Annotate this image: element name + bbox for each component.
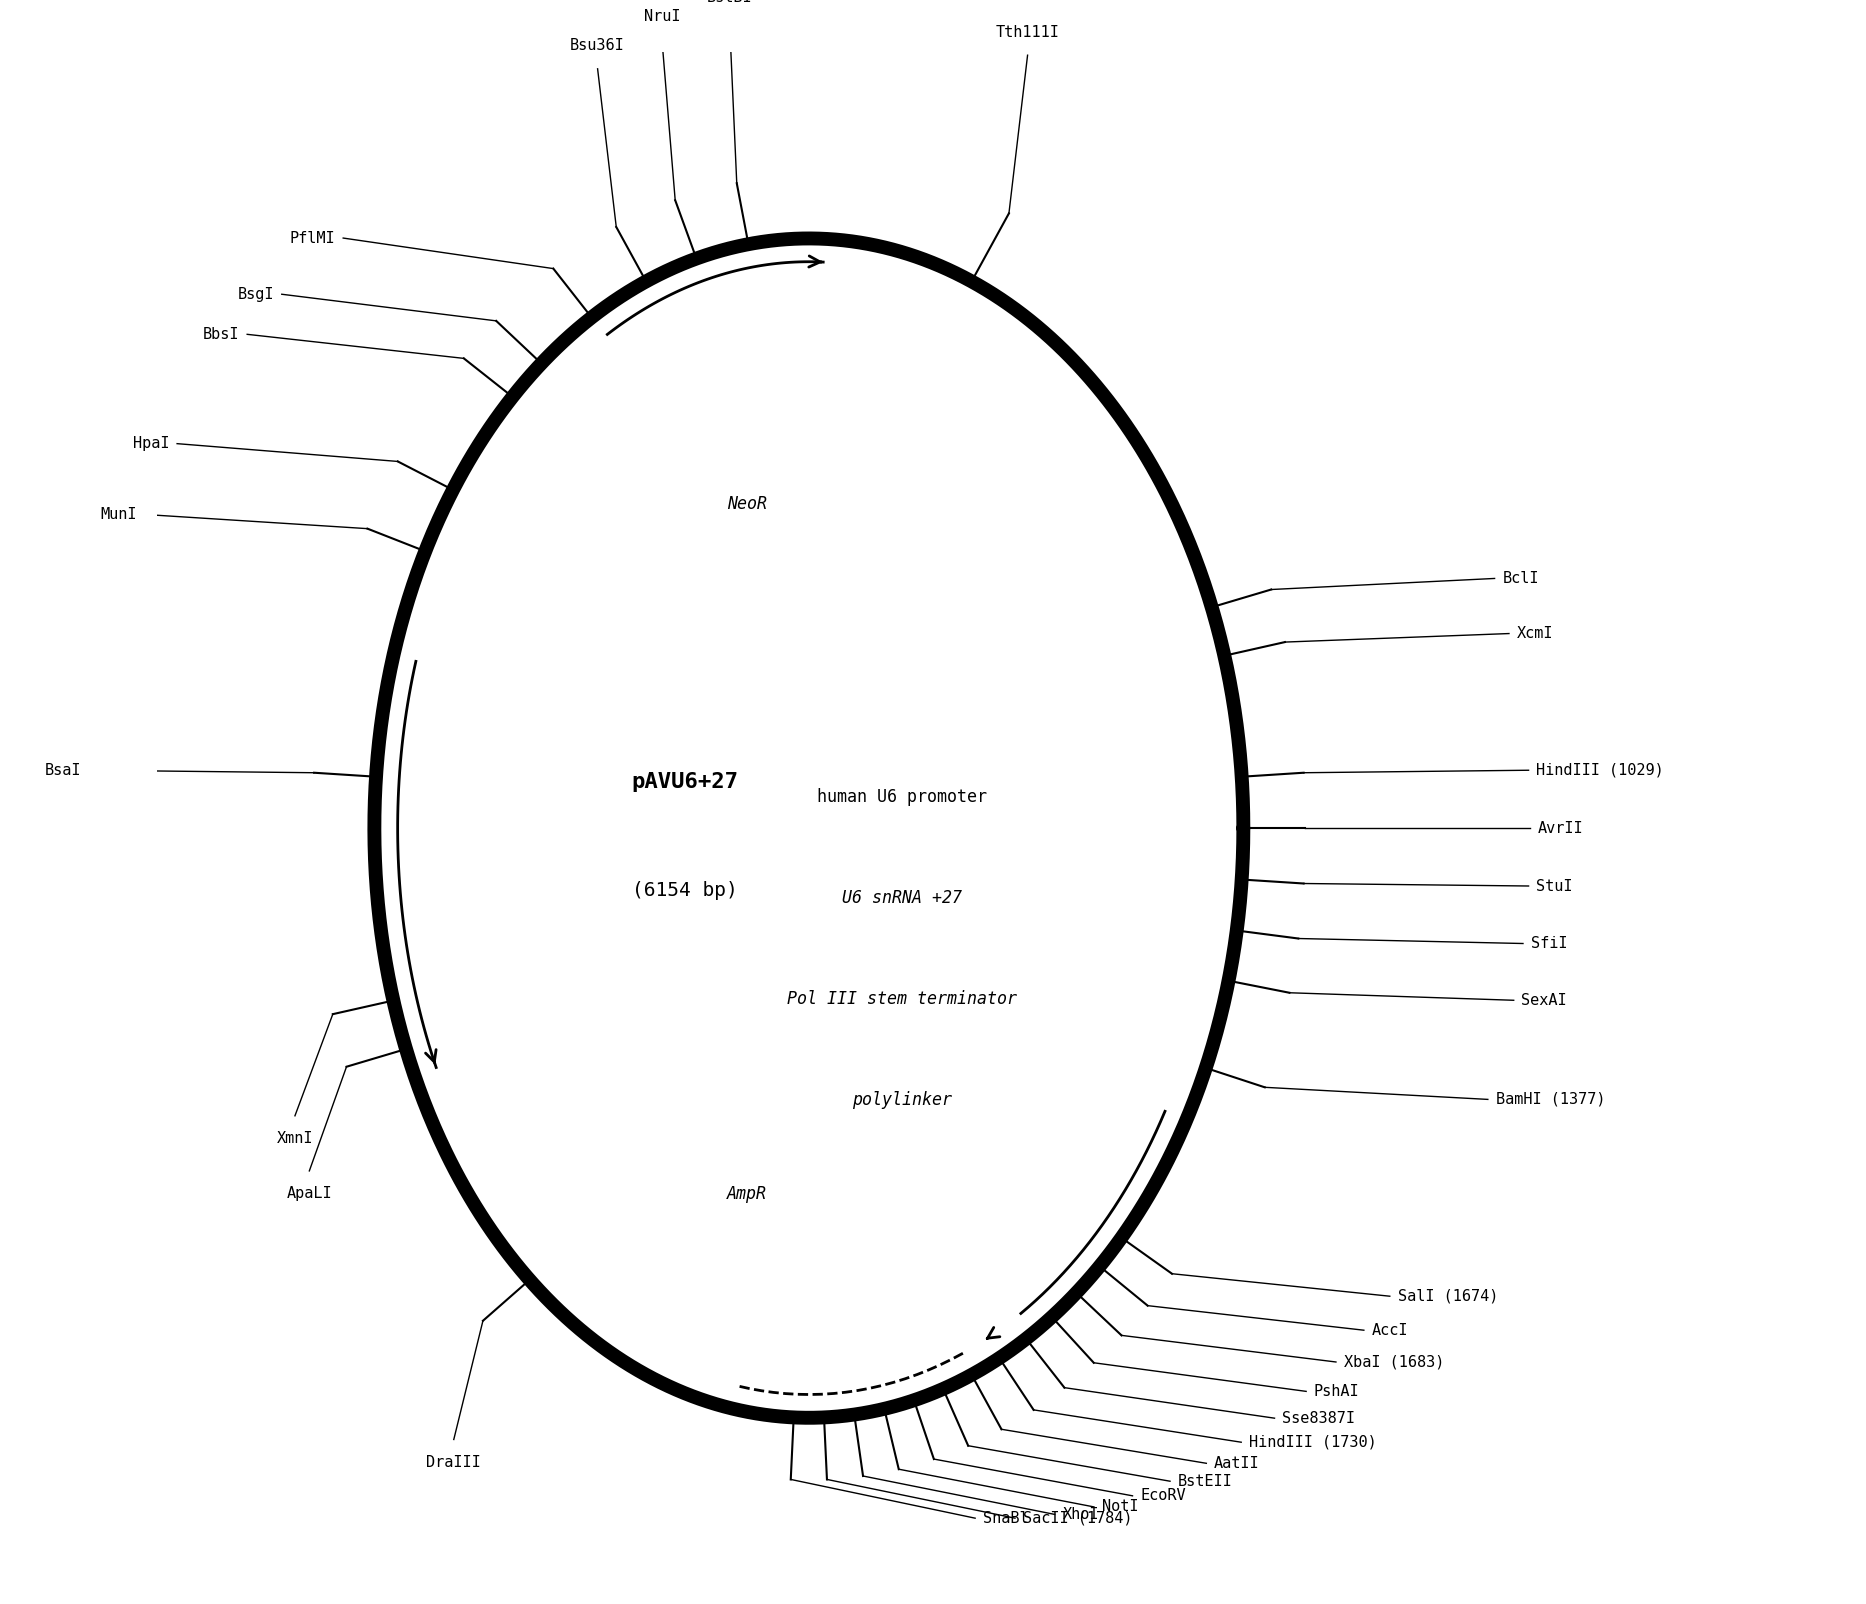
- Text: human U6 promoter: human U6 promoter: [817, 788, 987, 807]
- Text: XhoI: XhoI: [1062, 1506, 1099, 1522]
- Text: HindIII (1029): HindIII (1029): [1536, 764, 1664, 778]
- Text: SnaBl: SnaBl: [983, 1511, 1028, 1525]
- Text: MunI: MunI: [101, 507, 138, 521]
- Text: SacII (1784): SacII (1784): [1023, 1511, 1133, 1525]
- Text: Tth111I: Tth111I: [996, 24, 1060, 40]
- Text: AvrII: AvrII: [1538, 821, 1584, 836]
- Text: AmpR: AmpR: [726, 1185, 767, 1203]
- Text: HpaI: HpaI: [132, 436, 170, 451]
- Text: XbaI (1683): XbaI (1683): [1344, 1354, 1444, 1370]
- Text: XcmI: XcmI: [1517, 626, 1553, 642]
- Text: PshAI: PshAI: [1314, 1384, 1360, 1399]
- Text: BstBI: BstBI: [707, 0, 752, 5]
- Text: BstEII: BstEII: [1177, 1474, 1233, 1489]
- Text: U6 snRNA +27: U6 snRNA +27: [842, 889, 963, 906]
- Text: EcoRV: EcoRV: [1140, 1489, 1187, 1503]
- Text: HindIII (1730): HindIII (1730): [1248, 1434, 1377, 1450]
- Text: StuI: StuI: [1536, 879, 1573, 893]
- Text: Pol III stem terminator: Pol III stem terminator: [787, 990, 1017, 1007]
- Text: AccI: AccI: [1372, 1323, 1409, 1338]
- Text: BclI: BclI: [1502, 571, 1539, 585]
- Text: SalI (1674): SalI (1674): [1398, 1288, 1498, 1304]
- Text: NeoR: NeoR: [726, 494, 767, 513]
- Text: BsaI: BsaI: [45, 764, 82, 778]
- Text: BamHI (1377): BamHI (1377): [1495, 1092, 1605, 1107]
- Text: Sse8387I: Sse8387I: [1282, 1410, 1355, 1426]
- Text: polylinker: polylinker: [853, 1091, 952, 1108]
- Text: (6154 bp): (6154 bp): [633, 881, 737, 900]
- Text: SexAI: SexAI: [1521, 993, 1567, 1007]
- Text: NotI: NotI: [1101, 1500, 1138, 1514]
- Text: BbsI: BbsI: [203, 327, 239, 342]
- Text: SfiI: SfiI: [1530, 937, 1567, 951]
- Text: DraIII: DraIII: [427, 1455, 481, 1469]
- Text: NruI: NruI: [644, 10, 681, 24]
- Text: PflMI: PflMI: [289, 231, 336, 245]
- Text: AatII: AatII: [1215, 1456, 1260, 1471]
- Text: BsgI: BsgI: [237, 287, 274, 302]
- Text: XmnI: XmnI: [276, 1131, 313, 1147]
- Text: ApaLI: ApaLI: [287, 1187, 332, 1201]
- Text: Bsu36I: Bsu36I: [571, 38, 625, 53]
- Text: pAVU6+27: pAVU6+27: [631, 772, 739, 791]
